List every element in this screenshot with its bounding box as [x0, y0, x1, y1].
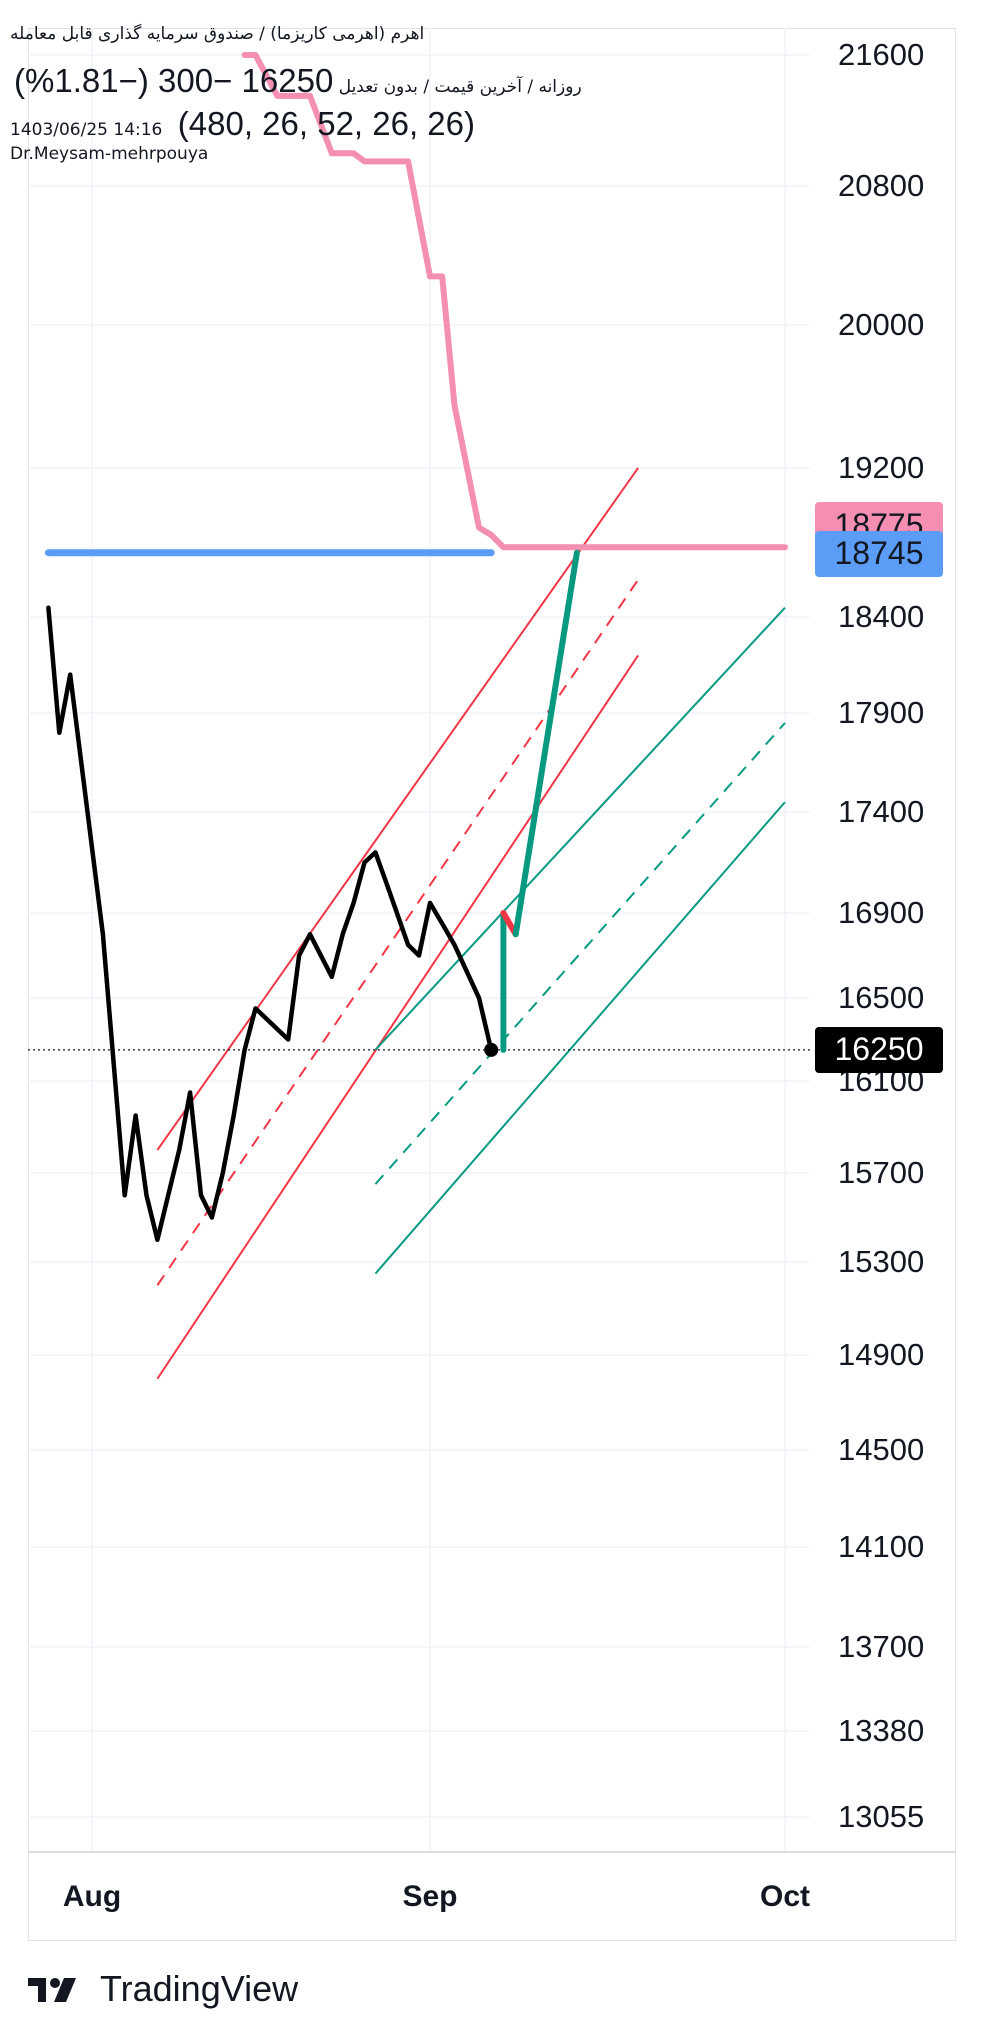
- price-tick-label: 19200: [838, 450, 925, 485]
- green-channel-line-5: [374, 801, 786, 1275]
- green-channel-line-3: [374, 607, 786, 1051]
- price-series-line: [46, 605, 494, 1243]
- last-price-dot: [484, 1042, 499, 1057]
- time-tick-label: Sep: [402, 1880, 458, 1913]
- price-tick-label: 20000: [838, 307, 925, 342]
- red-channel-line-0: [156, 467, 639, 1151]
- price-tick-label: 15700: [838, 1155, 925, 1190]
- date-and-indicator: 1403/06/25 14:16 (480, 26, 52, 26, 26): [10, 105, 475, 143]
- tradingview-branding[interactable]: TradingView: [28, 1968, 298, 2010]
- chart-frame: [28, 28, 956, 1941]
- price-tick-label: 14500: [838, 1432, 925, 1467]
- price-tick-label: 14900: [838, 1337, 925, 1372]
- interval-info: روزانه / آخرین قیمت / بدون تعدیل: [338, 77, 582, 97]
- green-channel-line-4: [374, 722, 786, 1185]
- instrument-title: اهرم (اهرمی کاریزما) / صندوق سرمایه گذار…: [10, 24, 425, 44]
- tradingview-wordmark: TradingView: [100, 1968, 299, 2009]
- price-tick-label: 20800: [838, 168, 925, 203]
- price-tick-label: 18400: [838, 599, 925, 634]
- last-price-label: 16250: [815, 1026, 943, 1073]
- price-tick-label: 14100: [838, 1529, 925, 1564]
- tradingview-logo-icon: [28, 1978, 76, 2002]
- price-tick-label: 15300: [838, 1244, 925, 1279]
- price-tick-label: 21600: [838, 37, 925, 72]
- price-tick-label: 17900: [838, 695, 925, 730]
- red-channel-line-2: [156, 654, 639, 1380]
- pink-series-line: [241, 52, 788, 551]
- price-tick-label: 16900: [838, 895, 925, 930]
- time-tick-label: Oct: [759, 1880, 811, 1913]
- price-tick-label: 13055: [838, 1799, 925, 1834]
- price-tick-label: 13700: [838, 1629, 925, 1664]
- price-tick-label: 17400: [838, 794, 925, 829]
- time-tick-label: Aug: [62, 1880, 122, 1913]
- price-tick-label: 13380: [838, 1713, 925, 1748]
- datetime-label: 1403/06/25 14:16: [10, 120, 163, 140]
- quote-value: 16250 −300 (−1.81%): [14, 62, 334, 99]
- projection-target-line: [512, 549, 580, 938]
- red-channel-line-1: [156, 579, 639, 1286]
- blue-price-label: 18745: [815, 530, 943, 577]
- price-tick-label: 16500: [838, 980, 925, 1015]
- indicator-values: (480, 26, 52, 26, 26): [177, 105, 476, 142]
- author-label: Dr.Meysam-mehrpouya: [10, 144, 209, 164]
- interval-and-quote: روزانه / آخرین قیمت / بدون تعدیل 16250 −…: [10, 62, 582, 100]
